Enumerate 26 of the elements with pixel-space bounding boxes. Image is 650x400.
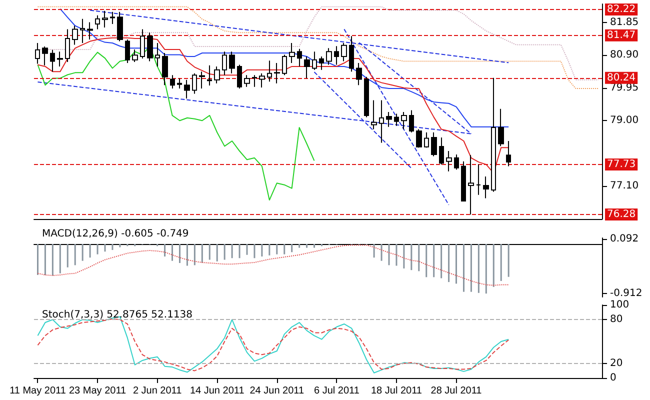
ref-line-label: 81.47	[607, 30, 636, 41]
ref-line-label: 77.73	[607, 158, 636, 170]
x-tick-label: 11 May 2011	[10, 386, 66, 396]
y-tick-label: 79.95	[610, 82, 639, 94]
x-tick-label: 14 Jun 2011	[190, 386, 245, 396]
ref-line-label: 80.24	[607, 72, 636, 84]
ref-line-label: 76.28	[607, 209, 636, 220]
y-tick-label: -0.912	[610, 288, 642, 300]
y-tick-label: 77.10	[610, 180, 639, 192]
y-tick-label: 0	[610, 372, 616, 384]
y-tick-label: 80	[610, 314, 623, 326]
y-tick-label: 81.85	[610, 16, 639, 28]
x-tick-label: 24 Jun 2011	[250, 386, 304, 396]
y-tick-label: 20	[610, 358, 623, 369]
x-tick-label: 6 Jul 2011	[314, 386, 360, 396]
y-tick-label: 80.90	[610, 50, 639, 61]
x-tick-label: 2 Jun 2011	[132, 386, 182, 396]
chart-title: MACD(12,26,9) -0.605 -0.749	[42, 228, 189, 240]
x-tick-label: 18 Jul 2011	[370, 386, 422, 396]
chart-title: Stoch(7,3,3) 52.8765 52.1138	[42, 310, 193, 320]
x-tick-label: 28 Jul 2011	[430, 386, 482, 396]
ref-line-label: 82.22	[607, 4, 636, 16]
y-tick-label: 0.092	[610, 233, 639, 244]
x-tick-label: 23 May 2011	[68, 386, 126, 396]
y-tick-label: 100	[610, 300, 630, 310]
y-tick-label: 79.00	[610, 115, 639, 126]
